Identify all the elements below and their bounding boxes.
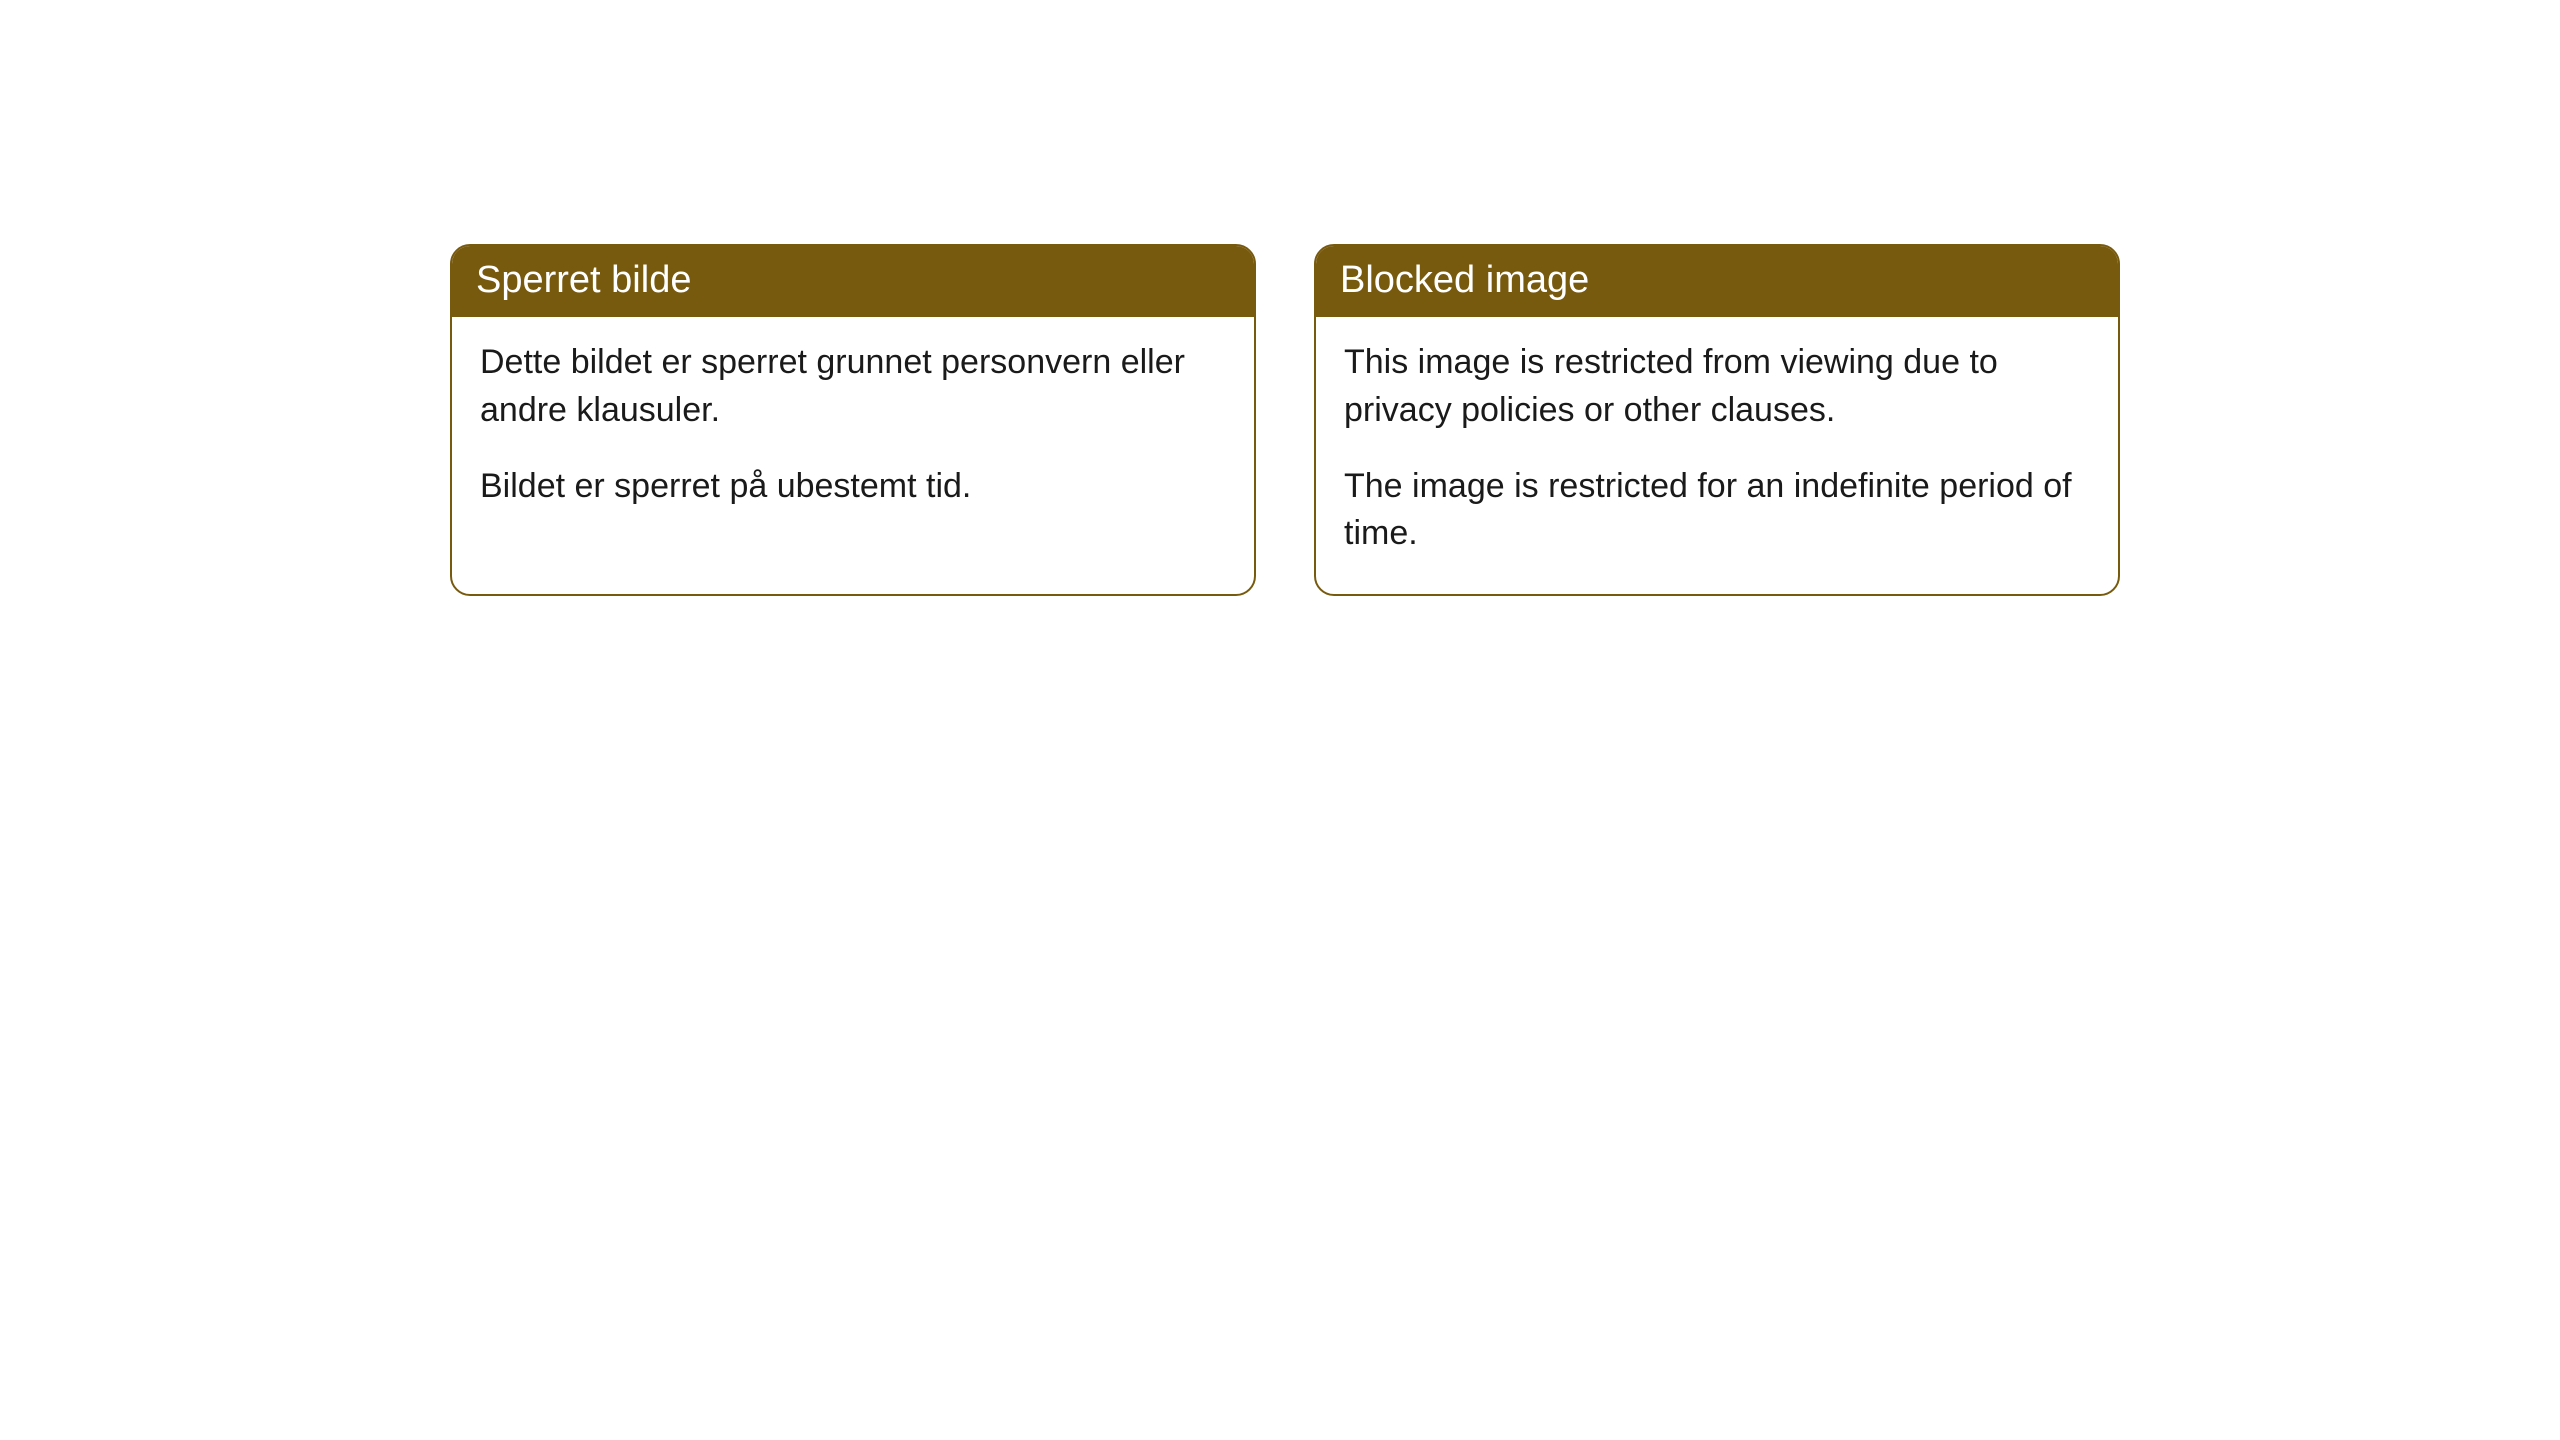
card-body-norwegian: Dette bildet er sperret grunnet personve…: [452, 317, 1254, 546]
card-english: Blocked image This image is restricted f…: [1314, 244, 2120, 596]
card-body-english: This image is restricted from viewing du…: [1316, 317, 2118, 593]
card-paragraph: Bildet er sperret på ubestemt tid.: [480, 463, 1226, 511]
card-paragraph: The image is restricted for an indefinit…: [1344, 463, 2090, 558]
card-norwegian: Sperret bilde Dette bildet er sperret gr…: [450, 244, 1256, 596]
card-paragraph: This image is restricted from viewing du…: [1344, 339, 2090, 434]
card-title-norwegian: Sperret bilde: [452, 246, 1254, 317]
cards-container: Sperret bilde Dette bildet er sperret gr…: [450, 244, 2120, 596]
card-paragraph: Dette bildet er sperret grunnet personve…: [480, 339, 1226, 434]
card-title-english: Blocked image: [1316, 246, 2118, 317]
